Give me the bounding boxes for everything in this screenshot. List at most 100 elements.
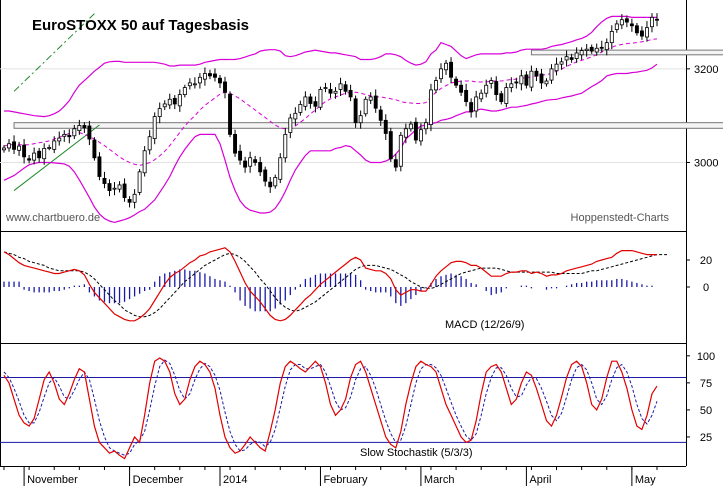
candle bbox=[559, 57, 564, 70]
month-label: November bbox=[27, 474, 78, 486]
candle-down bbox=[22, 144, 27, 158]
price-y-axis: 3000 3200 bbox=[686, 64, 718, 169]
macd-tick-label: 0 bbox=[703, 282, 709, 294]
trendline bbox=[13, 124, 100, 191]
candle-down bbox=[388, 131, 393, 160]
candle-up bbox=[57, 137, 62, 142]
candle bbox=[197, 73, 202, 89]
candle bbox=[167, 93, 172, 110]
candle bbox=[202, 67, 207, 86]
candle bbox=[634, 22, 639, 36]
candle bbox=[449, 57, 454, 84]
candle bbox=[423, 118, 428, 135]
candle bbox=[107, 179, 112, 197]
candle bbox=[17, 141, 22, 156]
candle bbox=[554, 57, 559, 76]
candle-down bbox=[494, 81, 499, 95]
candle bbox=[469, 98, 474, 118]
candle bbox=[192, 77, 197, 89]
candle bbox=[464, 83, 469, 107]
candle-down bbox=[253, 159, 258, 163]
candle bbox=[323, 82, 328, 93]
candle-up bbox=[604, 42, 609, 51]
candle-up bbox=[504, 87, 509, 104]
candle-up bbox=[147, 136, 152, 151]
candle-up bbox=[142, 150, 147, 174]
candle-down bbox=[207, 73, 212, 77]
candle bbox=[7, 139, 11, 152]
macd-histogram bbox=[3, 269, 653, 312]
candle-down bbox=[629, 23, 634, 27]
candle bbox=[97, 152, 102, 181]
stochastic-label: Slow Stochastik (5/3/3) bbox=[360, 447, 473, 459]
candle-down bbox=[589, 46, 594, 52]
candle-up bbox=[248, 157, 253, 167]
candle-up bbox=[368, 96, 373, 101]
candle-up bbox=[293, 112, 298, 120]
candle bbox=[539, 68, 544, 89]
candle-down bbox=[268, 181, 273, 188]
candle bbox=[248, 151, 253, 173]
candle-down bbox=[569, 57, 574, 60]
candle bbox=[373, 89, 378, 113]
macd-line bbox=[3, 247, 657, 322]
candle bbox=[328, 82, 333, 98]
candle bbox=[207, 69, 212, 80]
candle bbox=[42, 143, 47, 165]
candle bbox=[544, 78, 549, 87]
candle-up bbox=[574, 52, 579, 59]
candle-down bbox=[27, 158, 32, 161]
candle-down bbox=[233, 133, 238, 154]
candle bbox=[363, 96, 368, 117]
candle-down bbox=[393, 159, 398, 168]
candle-up bbox=[288, 117, 293, 133]
candle bbox=[644, 21, 649, 42]
candle bbox=[278, 153, 283, 184]
candle bbox=[87, 120, 92, 146]
candle-down bbox=[238, 150, 243, 161]
candle-up bbox=[137, 171, 142, 193]
candle-down bbox=[223, 81, 227, 93]
candle-up bbox=[549, 68, 554, 81]
candle bbox=[22, 139, 27, 164]
macd-tick-label: 20 bbox=[700, 255, 712, 267]
stochastic-d-line bbox=[3, 359, 658, 456]
candle bbox=[147, 130, 152, 155]
candle bbox=[182, 84, 187, 98]
candle bbox=[519, 69, 524, 91]
candle-up bbox=[619, 19, 624, 26]
candle-up bbox=[408, 123, 413, 130]
candle bbox=[298, 100, 303, 116]
candle-down bbox=[464, 89, 469, 103]
candle-up bbox=[17, 145, 22, 151]
candle bbox=[77, 119, 82, 135]
candle-up bbox=[62, 133, 67, 137]
candle bbox=[338, 77, 343, 96]
candle-up bbox=[609, 31, 614, 44]
candle-up bbox=[559, 61, 564, 65]
candle-up bbox=[202, 73, 207, 80]
moving-average-line bbox=[3, 38, 658, 166]
candle bbox=[57, 131, 62, 146]
candle-up bbox=[157, 108, 162, 117]
candle-down bbox=[92, 139, 97, 159]
x-axis: November December 2014 February March April Ma… bbox=[3, 466, 658, 486]
macd-signal-line bbox=[3, 251, 667, 318]
candle-up bbox=[529, 70, 534, 88]
candle-down bbox=[514, 81, 519, 84]
candle bbox=[253, 155, 258, 166]
candle-up bbox=[187, 82, 192, 87]
price-panel: 3000 3200 EuroSTOXX 50 auf Tagesbasis www… bbox=[0, 13, 723, 224]
candle bbox=[47, 144, 52, 151]
candle bbox=[413, 117, 418, 144]
stochastic-tick-label: 25 bbox=[700, 432, 712, 444]
candle bbox=[569, 53, 574, 63]
candle-up bbox=[303, 96, 308, 107]
candlesticks bbox=[2, 13, 659, 209]
candle bbox=[434, 76, 438, 94]
candle-down bbox=[534, 70, 539, 77]
candle bbox=[459, 80, 464, 96]
candle bbox=[92, 137, 97, 161]
candle bbox=[439, 63, 443, 83]
candle bbox=[67, 129, 72, 144]
